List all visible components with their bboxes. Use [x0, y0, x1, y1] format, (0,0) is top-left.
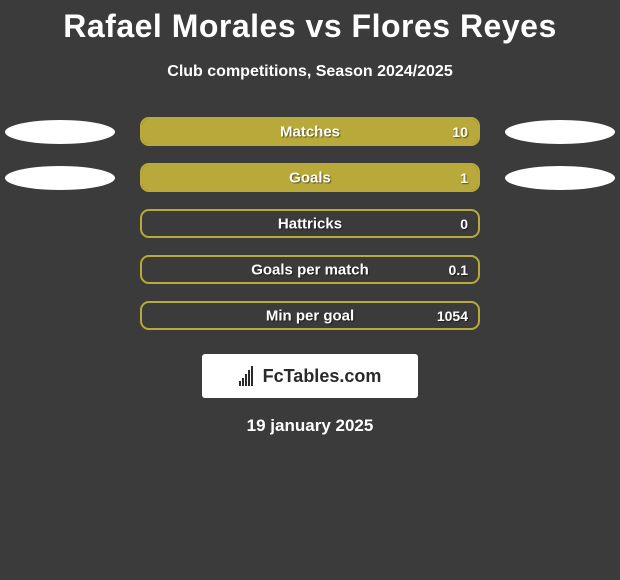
stats-list: Matches10 Goals1 Hattricks0 Goals per match…	[0, 117, 620, 330]
stat-bar: Hattricks0	[140, 209, 480, 238]
player-left-ellipse	[5, 166, 115, 190]
stat-value: 1054	[437, 308, 468, 324]
stat-bar-fill	[142, 165, 478, 190]
stat-bar: Matches10	[140, 117, 480, 146]
stat-bar-fill	[142, 119, 478, 144]
player-right-ellipse	[505, 166, 615, 190]
stat-bar: Goals1	[140, 163, 480, 192]
stat-row: Hattricks0	[0, 209, 620, 238]
logo-box: FcTables.com	[202, 354, 418, 398]
stat-label: Hattricks	[142, 215, 478, 232]
comparison-subtitle: Club competitions, Season 2024/2025	[0, 63, 620, 81]
stat-bar: Goals per match0.1	[140, 255, 480, 284]
stat-row: Goals per match0.1	[0, 255, 620, 284]
report-date: 19 january 2025	[0, 416, 620, 436]
stat-value: 0.1	[449, 262, 468, 278]
stat-label: Goals per match	[142, 261, 478, 278]
stat-row: Goals1	[0, 163, 620, 192]
stat-row: Min per goal1054	[0, 301, 620, 330]
stat-bar: Min per goal1054	[140, 301, 480, 330]
stat-row: Matches10	[0, 117, 620, 146]
stat-label: Min per goal	[142, 307, 478, 324]
comparison-title: Rafael Morales vs Flores Reyes	[0, 8, 620, 45]
logo-text: FcTables.com	[263, 366, 382, 387]
player-right-ellipse	[505, 120, 615, 144]
bar-chart-icon	[239, 366, 259, 386]
stat-value: 0	[460, 216, 468, 232]
player-left-ellipse	[5, 120, 115, 144]
